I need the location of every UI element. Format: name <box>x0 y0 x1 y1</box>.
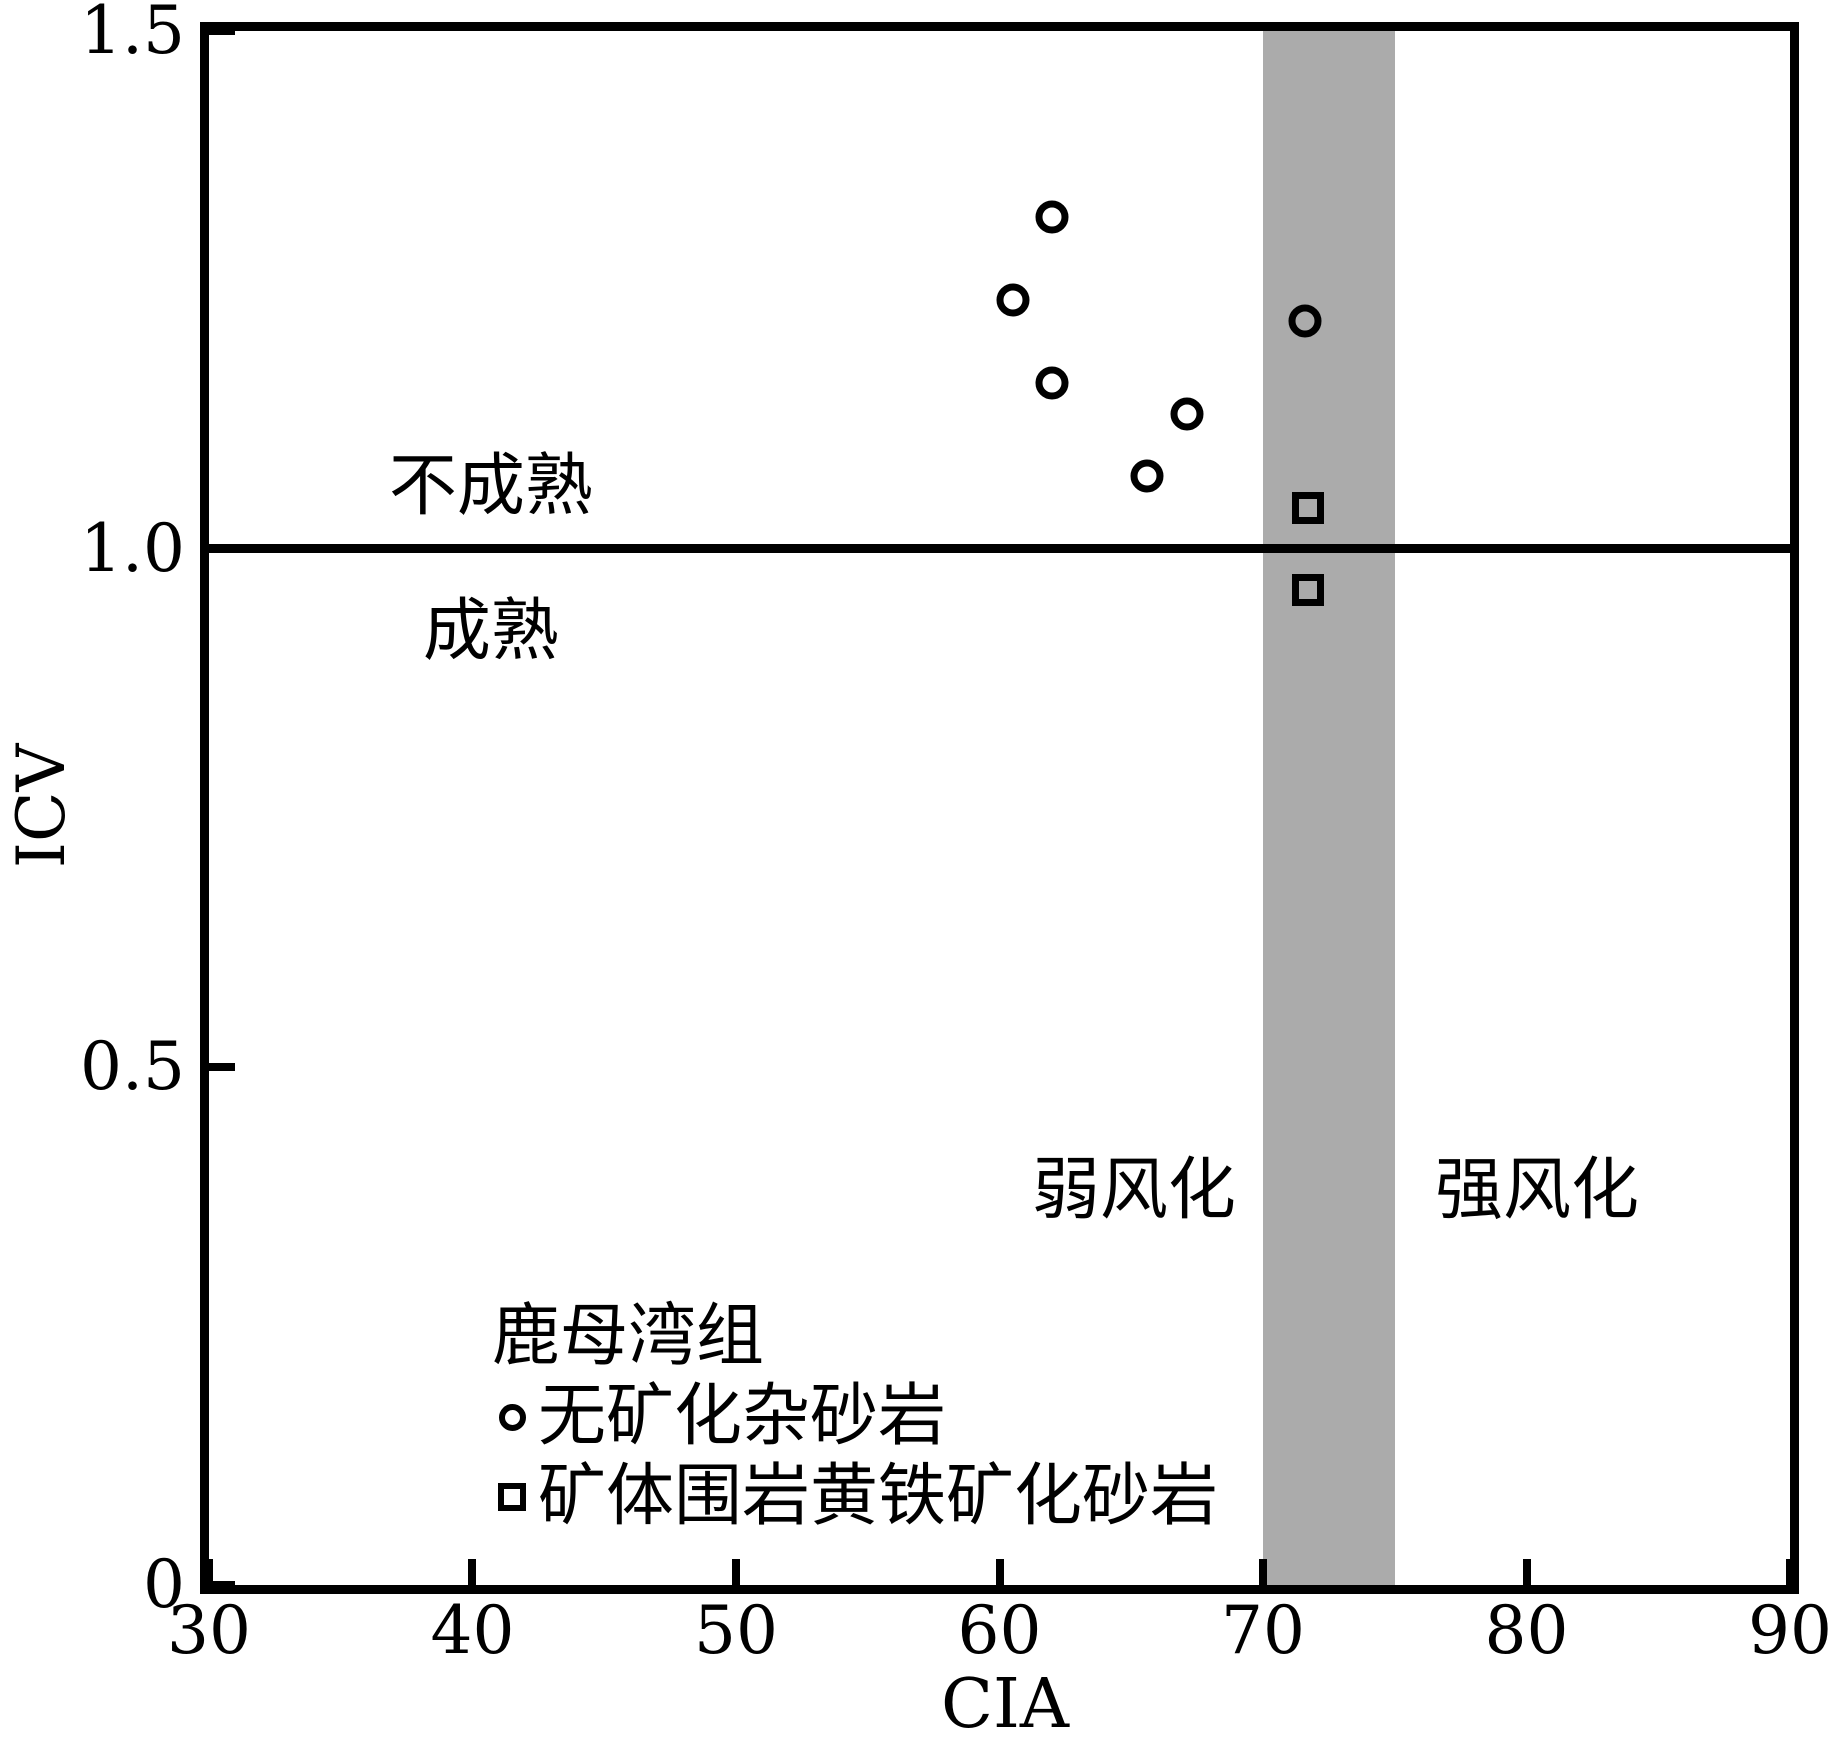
data-point-circle <box>1035 200 1069 234</box>
legend-title-row: 鹿母湾组 <box>492 1297 1218 1377</box>
x-tick-label: 40 <box>430 1592 515 1669</box>
square-marker-icon <box>498 1483 526 1511</box>
x-axis-tick <box>1786 1559 1794 1585</box>
y-axis-tick <box>209 1062 235 1071</box>
y-axis-tick <box>209 1581 235 1589</box>
region-label: 弱风化 <box>1031 1151 1236 1231</box>
x-tick-label: 30 <box>167 1592 251 1669</box>
y-tick-label: 0 <box>143 1546 185 1623</box>
x-axis-tick <box>1522 1559 1531 1585</box>
data-point-square <box>1291 491 1324 524</box>
y-tick-label: 1.0 <box>80 510 185 587</box>
maturity-threshold-line <box>209 544 1790 554</box>
x-tick-label: 60 <box>957 1592 1042 1669</box>
x-axis-tick <box>731 1559 740 1585</box>
region-label: 成熟 <box>422 591 559 671</box>
x-tick-label: 70 <box>1221 1592 1305 1669</box>
x-tick-label: 80 <box>1484 1592 1569 1669</box>
x-axis-tick <box>1258 1559 1267 1585</box>
x-axis-tick <box>468 1559 477 1585</box>
x-tick-label: 50 <box>694 1592 778 1669</box>
legend-item-label: 无矿化杂砂岩 <box>538 1377 947 1456</box>
y-tick-label: 0.5 <box>80 1028 185 1105</box>
y-axis-tick <box>209 27 235 35</box>
x-tick-label: 90 <box>1748 1592 1832 1669</box>
region-label: 强风化 <box>1435 1151 1640 1231</box>
x-axis-title: CIA <box>941 1665 1069 1743</box>
circle-marker-icon <box>498 1403 526 1431</box>
data-point-circle <box>1288 304 1322 338</box>
data-point-square <box>1291 574 1324 607</box>
y-axis-tick <box>209 544 235 553</box>
data-point-circle <box>1035 366 1069 400</box>
data-point-circle <box>1130 459 1164 493</box>
data-point-circle <box>996 283 1030 317</box>
data-point-circle <box>1170 397 1204 431</box>
y-tick-label: 1.5 <box>80 0 185 69</box>
legend-item-unmineralized: 无矿化杂砂岩 <box>492 1377 1218 1457</box>
legend-item-label: 矿体围岩黄铁矿化砂岩 <box>538 1457 1219 1536</box>
x-axis-tick <box>995 1559 1004 1585</box>
weathering-transition-band <box>1262 31 1395 1585</box>
plot-area: 鹿母湾组 无矿化杂砂岩 矿体围岩黄铁矿化砂岩 不成熟成熟弱风化 强风化 <box>200 22 1799 1594</box>
legend: 鹿母湾组 无矿化杂砂岩 矿体围岩黄铁矿化砂岩 <box>492 1297 1218 1537</box>
y-axis-title: ICV <box>3 743 80 869</box>
legend-title: 鹿母湾组 <box>492 1297 765 1376</box>
x-axis-tick <box>205 1559 213 1585</box>
legend-item-pyritized: 矿体围岩黄铁矿化砂岩 <box>492 1457 1218 1537</box>
region-label: 不成熟 <box>388 446 593 526</box>
